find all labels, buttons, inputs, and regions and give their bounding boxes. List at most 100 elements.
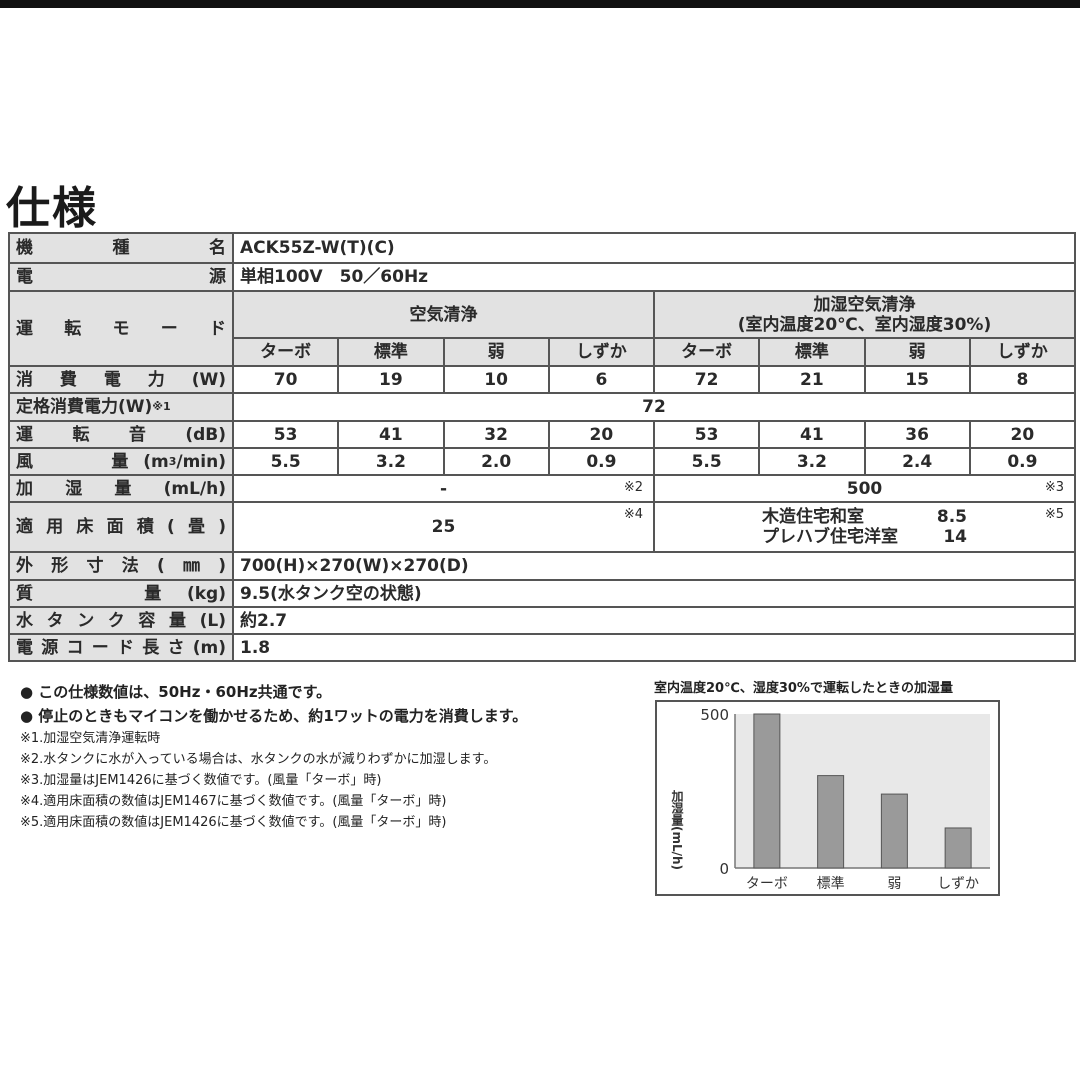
footnote-mark: ※5 (1044, 507, 1064, 522)
area-wood-label: 木造住宅和室 (762, 507, 864, 527)
footnote: ※2.水タンクに水が入っている場合は、水タンクの水が減りわずかに加湿します。 (20, 752, 497, 767)
cell: 21 (758, 365, 866, 394)
cell: 36 (863, 420, 971, 449)
x-tick-label: ターボ (746, 876, 788, 892)
sub-header: 弱 (863, 337, 971, 367)
cell: 10 (442, 365, 550, 394)
label-cord: 電源コード長さ(m) (8, 633, 234, 662)
label-tank: 水タンク容量(L) (8, 606, 234, 635)
sub-header: しずか (547, 337, 656, 367)
sub-header: ターボ (231, 337, 340, 367)
cell: 15 (863, 365, 971, 394)
y-tick-label: 0 (719, 860, 729, 878)
row-mode-group: 運 転 モ ー ド 空気清浄 加湿空気清浄 (室内温度20℃、室内湿度30%) (8, 290, 1076, 367)
footnote: ※5.適用床面積の数値はJEM1426に基づく数値です。(風量「ターボ」時) (20, 815, 447, 830)
value-model: ACK55Z-W(T)(C) (232, 232, 1076, 264)
value-area-air-clean: 25 ※4 (232, 501, 655, 553)
value-power-source: 単相100V 50／60Hz (232, 262, 1076, 292)
y-tick-label: 500 (700, 706, 729, 724)
row-cord: 電源コード長さ(m) 1.8 (8, 633, 1076, 662)
footnote: ※4.適用床面積の数値はJEM1467に基づく数値です。(風量「ターボ」時) (20, 794, 447, 809)
label-mode: 運 転 モ ー ド (8, 290, 234, 367)
cell: 32 (442, 420, 550, 449)
label-airflow: 風 量(m3/min) (8, 447, 234, 476)
cell: 53 (652, 420, 761, 449)
cell: 41 (337, 420, 445, 449)
cell: 3.2 (337, 447, 445, 476)
value-humidify-humidify-clean: 500 ※3 (653, 474, 1076, 503)
sub-header: ターボ (652, 337, 761, 367)
label-weight: 質 量(kg) (8, 579, 234, 608)
humidify-value: 500 (846, 478, 883, 499)
cell: 8 (968, 365, 1077, 394)
bar-3 (944, 827, 972, 869)
row-humidify: 加湿量(mL/h) - ※2 500 ※3 (8, 474, 1076, 503)
row-airflow: 風 量(m3/min) 5.5 3.2 2.0 0.9 5.5 3.2 2.4 … (8, 447, 1077, 476)
label-power-source: 電 源 (8, 262, 234, 292)
cell: 2.0 (442, 447, 550, 476)
value-area-humidify-clean: 木造住宅和室 8.5 プレハブ住宅洋室 14 ※5 (653, 501, 1076, 553)
value-humidify-air-clean: - ※2 (232, 474, 655, 503)
humidify-chart: 500 0 加湿量(mL/h) ターボ 標準 弱 しずか (655, 700, 1000, 896)
label-rated-power: 定格消費電力(W)※1 (8, 392, 234, 422)
label-model: 機 種 名 (8, 232, 234, 264)
footnote: ※3.加湿量はJEM1426に基づく数値です。(風量「ターボ」時) (20, 773, 382, 788)
bar-2 (880, 793, 908, 869)
bars: ターボ 標準 弱 しずか (746, 713, 979, 892)
cell: 5.5 (231, 447, 340, 476)
value-weight: 9.5(水タンク空の状態) (232, 579, 1076, 608)
cell: 2.4 (863, 447, 971, 476)
row-tank: 水タンク容量(L) 約2.7 (8, 606, 1076, 635)
footnote-mark: ※2 (623, 480, 643, 495)
cell: 70 (231, 365, 340, 394)
sub-header: しずか (968, 337, 1077, 367)
row-area: 適用床面積(畳) 25 ※4 木造住宅和室 8.5 プレハブ住宅洋室 14 ※5 (8, 501, 1076, 553)
row-dimensions: 外形寸法(㎜) 700(H)×270(W)×270(D) (8, 551, 1076, 581)
x-tick-label: 標準 (817, 876, 845, 892)
footnote-mark: ※1 (152, 400, 171, 413)
footnote-mark: ※4 (623, 507, 643, 522)
cell: 20 (968, 420, 1077, 449)
label-humidify: 加湿量(mL/h) (8, 474, 234, 503)
value-rated-power: 72 (232, 392, 1076, 422)
airflow-label: 風 量(m (16, 451, 169, 472)
row-model: 機 種 名 ACK55Z-W(T)(C) (8, 232, 1076, 264)
cell: 3.2 (758, 447, 866, 476)
airflow-label-unit: /min) (176, 451, 226, 472)
row-power-consumption: 消費電力(W) 70 19 10 6 72 21 15 8 (8, 365, 1077, 394)
cell: 53 (231, 420, 340, 449)
label-power-consumption: 消費電力(W) (8, 365, 234, 394)
cell: 41 (758, 420, 866, 449)
bullet-note: ● 停止のときもマイコンを働かせるため、約1ワットの電力を消費します。 (20, 707, 528, 725)
bar-1 (817, 775, 845, 869)
cell: 72 (652, 365, 761, 394)
value-cord: 1.8 (232, 633, 1076, 662)
area-prefab: プレハブ住宅洋室 14 (762, 527, 967, 547)
row-mode-sub: ターボ 標準 弱 しずか ターボ 標準 弱 しずか (9, 337, 1077, 367)
cell: 5.5 (652, 447, 761, 476)
humidify-value: - (439, 478, 448, 499)
cell: 0.9 (968, 447, 1077, 476)
label-dimensions: 外形寸法(㎜) (8, 551, 234, 581)
sub-header: 標準 (337, 337, 445, 367)
spec-table: 機 種 名 ACK55Z-W(T)(C) 電 源 単相100V 50／60Hz … (8, 232, 1077, 662)
sub-header: 弱 (442, 337, 550, 367)
bullet-note: ● この仕様数値は、50Hz・60Hz共通です。 (20, 683, 332, 701)
header-humidify-line1: 加湿空気清浄 (813, 294, 916, 315)
cell: 0.9 (547, 447, 656, 476)
cell: 19 (337, 365, 445, 394)
airflow-label-sup: 3 (168, 454, 177, 468)
area-wood-value: 8.5 (936, 507, 967, 527)
x-tick-label: しずか (937, 876, 979, 892)
page-title: 仕様 (6, 183, 98, 234)
row-power-source: 電 源 単相100V 50／60Hz (8, 262, 1076, 292)
value-dimensions: 700(H)×270(W)×270(D) (232, 551, 1076, 581)
cell: 6 (547, 365, 656, 394)
row-noise: 運転音(dB) 53 41 32 20 53 41 36 20 (8, 420, 1077, 449)
row-weight: 質 量(kg) 9.5(水タンク空の状態) (8, 579, 1076, 608)
area-prefab-value: 14 (943, 527, 967, 547)
label-area: 適用床面積(畳) (8, 501, 234, 553)
header-air-clean: 空気清浄 (232, 290, 655, 339)
area-wood: 木造住宅和室 8.5 (762, 507, 967, 527)
bar-0 (753, 713, 781, 869)
